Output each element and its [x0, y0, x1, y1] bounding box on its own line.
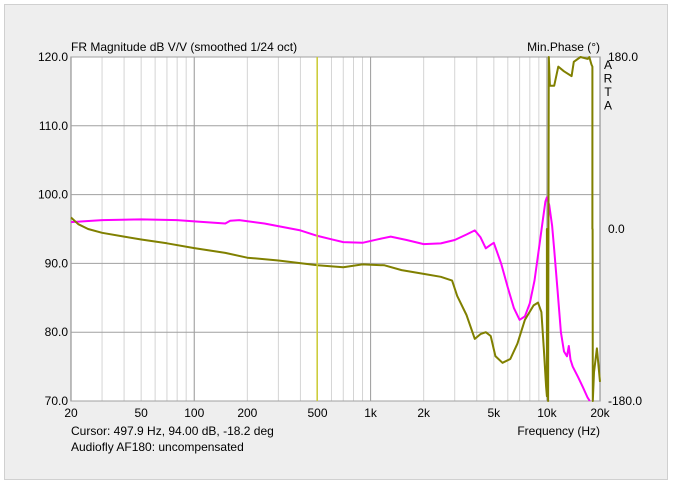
watermark-letter: A — [604, 99, 612, 113]
x-tick-label: 10k — [537, 406, 557, 420]
y-tick-label: 80.0 — [45, 325, 69, 339]
x-tick-label: 100 — [184, 406, 204, 420]
phase-tick-label: 180.0 — [608, 50, 638, 64]
watermark-letter: R — [604, 72, 613, 86]
x-tick-label: 20k — [590, 406, 610, 420]
phase-tick-label: 0.0 — [608, 222, 625, 236]
plot-area — [70, 56, 601, 402]
right-axis-title: Min.Phase (°) — [527, 40, 600, 54]
y-tick-label: 90.0 — [45, 256, 69, 270]
watermark-letter: A — [604, 58, 612, 72]
y-tick-label: 70.0 — [45, 394, 69, 408]
cursor-readout: Cursor: 497.9 Hz, 94.00 dB, -18.2 deg — [71, 424, 274, 438]
chart-caption: Audiofly AF180: uncompensated — [71, 440, 244, 454]
chart-title: FR Magnitude dB V/V (smoothed 1/24 oct) — [71, 40, 297, 54]
x-tick-label: 500 — [307, 406, 327, 420]
x-tick-label: 1k — [364, 406, 378, 420]
x-tick-label: 50 — [134, 406, 148, 420]
phase-curve — [70, 56, 601, 402]
y-tick-label: 120.0 — [38, 50, 68, 64]
phase-tick-label: -180.0 — [608, 394, 642, 408]
frequency-response-chart: 120.0 110.0 100.0 90.0 80.0 70.0 180.0 0.0 -180… — [38, 40, 642, 454]
watermark-letter: T — [604, 85, 612, 99]
chart-window: 120.0 110.0 100.0 90.0 80.0 70.0 180.0 0.0 -180… — [4, 4, 668, 480]
y-tick-label: 110.0 — [39, 119, 68, 133]
magnitude-curve — [70, 196, 591, 402]
y-tick-label: 100.0 — [38, 188, 68, 202]
x-tick-label: 20 — [64, 406, 78, 420]
x-tick-label: 200 — [237, 406, 257, 420]
x-axis-label: Frequency (Hz) — [517, 424, 600, 438]
x-tick-label: 2k — [417, 406, 431, 420]
x-tick-label: 5k — [487, 406, 501, 420]
